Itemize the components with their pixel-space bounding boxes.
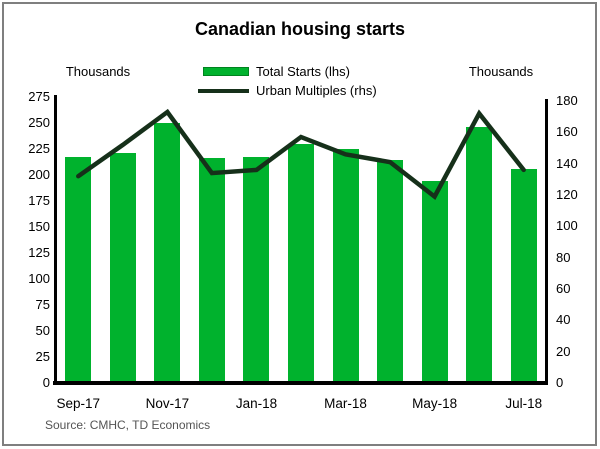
left-tick-75: 75 bbox=[35, 297, 50, 312]
right-tick-20: 20 bbox=[556, 343, 571, 359]
left-tick-50: 50 bbox=[35, 323, 50, 338]
right-tick-160: 160 bbox=[556, 124, 578, 140]
left-axis-unit-label: Thousands bbox=[65, 64, 131, 79]
right-tick-0: 0 bbox=[556, 375, 564, 390]
left-tick-225: 225 bbox=[28, 141, 50, 156]
left-tick-175: 175 bbox=[28, 193, 50, 208]
bar-May-18 bbox=[421, 181, 448, 383]
legend-label-urban-multiples: Urban Multiples (rhs) bbox=[256, 83, 377, 98]
bar-Dec-17 bbox=[198, 158, 225, 383]
left-axis-line bbox=[54, 95, 57, 385]
x-label-Nov-17: Nov-17 bbox=[145, 396, 190, 411]
right-tick-80: 80 bbox=[556, 249, 571, 265]
x-label-Jul-18: Jul-18 bbox=[505, 396, 543, 411]
right-axis-line bbox=[545, 99, 548, 385]
left-tick-0: 0 bbox=[42, 375, 50, 390]
left-tick-275: 275 bbox=[28, 89, 50, 104]
urban-multiples-swatch bbox=[198, 88, 249, 93]
legend-item-urban-multiples: Urban Multiples (rhs) bbox=[198, 81, 377, 100]
bar-Apr-18 bbox=[377, 160, 404, 383]
left-tick-250: 250 bbox=[28, 115, 50, 130]
legend-label-total-starts: Total Starts (lhs) bbox=[256, 64, 350, 79]
x-label-Jan-18: Jan-18 bbox=[235, 396, 278, 411]
left-tick-100: 100 bbox=[28, 271, 50, 286]
legend: Total Starts (lhs) Urban Multiples (rhs) bbox=[198, 62, 377, 100]
bar-Jan-18 bbox=[243, 157, 270, 383]
bar-Nov-17 bbox=[154, 123, 181, 383]
right-tick-60: 60 bbox=[556, 281, 571, 296]
bar-Mar-18 bbox=[332, 149, 359, 383]
total-starts-swatch bbox=[203, 67, 249, 76]
right-tick-120: 120 bbox=[556, 187, 578, 202]
right-axis-unit-label: Thousands bbox=[468, 64, 534, 79]
left-tick-125: 125 bbox=[28, 245, 50, 260]
right-tick-140: 140 bbox=[556, 155, 578, 171]
left-tick-150: 150 bbox=[28, 219, 50, 234]
bar-Sep-17 bbox=[65, 157, 92, 383]
left-tick-25: 25 bbox=[35, 349, 50, 364]
source-note: Source: CMHC, TD Economics bbox=[45, 418, 211, 432]
bar-Oct-17 bbox=[109, 153, 136, 383]
legend-item-total-starts: Total Starts (lhs) bbox=[198, 62, 377, 81]
right-tick-40: 40 bbox=[556, 312, 571, 328]
chart-title: Canadian housing starts bbox=[194, 19, 406, 39]
left-tick-200: 200 bbox=[28, 167, 50, 182]
x-label-Mar-18: Mar-18 bbox=[324, 396, 367, 411]
bar-Jun-18 bbox=[466, 127, 493, 383]
x-axis-line bbox=[53, 380, 548, 385]
right-tick-180: 180 bbox=[556, 93, 578, 108]
x-label-May-18: May-18 bbox=[412, 396, 458, 411]
bar-Feb-18 bbox=[288, 143, 314, 383]
right-tick-100: 100 bbox=[556, 218, 578, 234]
bar-Jul-18 bbox=[510, 168, 537, 383]
x-label-Sep-17: Sep-17 bbox=[56, 396, 101, 411]
